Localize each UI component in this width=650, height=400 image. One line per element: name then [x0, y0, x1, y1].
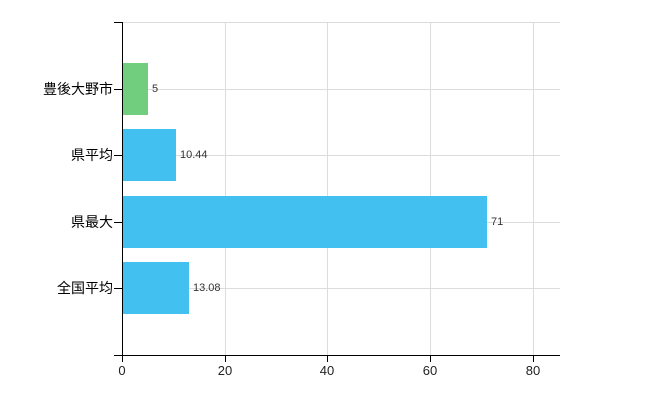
- category-tick: [114, 288, 122, 289]
- horizontal-gridline: [122, 288, 560, 289]
- x-tick-label: 20: [217, 363, 233, 378]
- bar-value-label: 13.08: [193, 282, 221, 294]
- x-axis-tick: [225, 355, 226, 362]
- category-tick: [114, 222, 122, 223]
- x-axis-tick: [533, 355, 534, 362]
- vertical-gridline: [327, 22, 328, 355]
- bar: [122, 63, 148, 115]
- category-label: 豊後大野市: [43, 81, 113, 97]
- y-axis-top-tick: [114, 22, 122, 23]
- category-label: 県最大: [71, 214, 113, 230]
- bar-value-label: 71: [491, 216, 504, 228]
- x-axis-tick: [122, 355, 123, 362]
- vertical-gridline: [533, 22, 534, 355]
- x-tick-label: 40: [319, 363, 335, 378]
- horizontal-gridline: [122, 155, 560, 156]
- bar: [122, 262, 189, 314]
- bar: [122, 129, 176, 181]
- bar-value-label: 5: [152, 83, 159, 95]
- x-axis-line: [114, 355, 560, 356]
- x-axis-tick: [430, 355, 431, 362]
- bar: [122, 196, 487, 248]
- x-tick-label: 80: [525, 363, 541, 378]
- bar-value-label: 10.44: [180, 149, 208, 161]
- category-tick: [114, 155, 122, 156]
- horizontal-gridline: [122, 89, 560, 90]
- y-axis-line: [122, 22, 123, 362]
- category-label: 県平均: [71, 147, 113, 163]
- plot-area: 5 10.44 71 13.08: [122, 22, 560, 355]
- x-tick-label: 60: [422, 363, 438, 378]
- vertical-gridline: [225, 22, 226, 355]
- x-axis-tick: [327, 355, 328, 362]
- category-tick: [114, 89, 122, 90]
- category-label: 全国平均: [57, 280, 113, 296]
- x-tick-label: 0: [118, 363, 126, 378]
- vertical-gridline: [430, 22, 431, 355]
- plot-top-border: [122, 22, 560, 23]
